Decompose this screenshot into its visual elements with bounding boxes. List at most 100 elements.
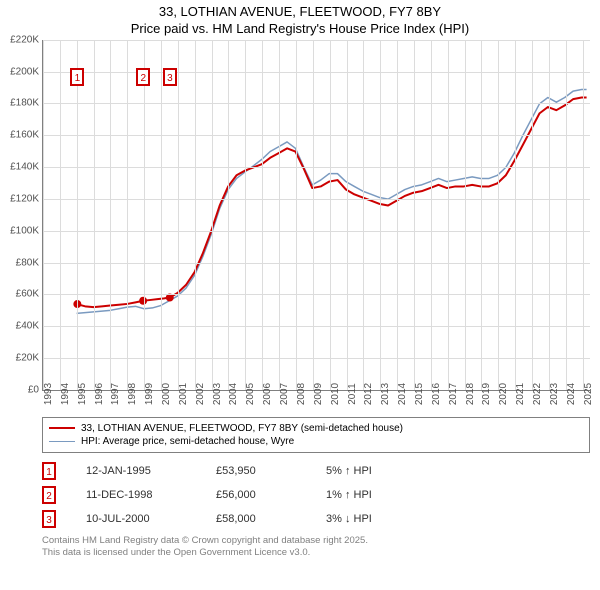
gridline-v: [498, 40, 499, 390]
xtick-label: 2011: [347, 383, 358, 405]
event-marker-box: 2: [136, 68, 150, 86]
xtick-label: 2022: [532, 383, 543, 405]
gridline-v: [127, 40, 128, 390]
gridline-v: [43, 40, 44, 390]
gridline-v: [566, 40, 567, 390]
xtick-label: 2013: [380, 383, 391, 405]
gridline-v: [347, 40, 348, 390]
ytick-label: £20K: [16, 352, 39, 363]
xtick-label: 2021: [515, 383, 526, 405]
gridline-v: [448, 40, 449, 390]
xtick-label: 1994: [60, 383, 71, 405]
xtick-label: 2018: [465, 383, 476, 405]
events-row: 3 10-JUL-2000£58,0003% ↓ HPI: [42, 507, 590, 531]
event-row-date: 11-DEC-1998: [86, 489, 216, 501]
gridline-v: [313, 40, 314, 390]
ytick-label: £60K: [16, 289, 39, 300]
gridline-v: [330, 40, 331, 390]
event-marker-box: 3: [163, 68, 177, 86]
event-row-price: £56,000: [216, 489, 326, 501]
xtick-label: 2009: [313, 383, 324, 405]
xtick-label: 2019: [481, 383, 492, 405]
gridline-v: [363, 40, 364, 390]
event-row-marker: 2: [42, 486, 56, 504]
ytick-label: £100K: [10, 225, 39, 236]
legend-row: HPI: Average price, semi-detached house,…: [49, 435, 583, 448]
ytick-label: £220K: [10, 34, 39, 45]
events-row: 112-JAN-1995£53,9505% ↑ HPI: [42, 459, 590, 483]
legend-label: 33, LOTHIAN AVENUE, FLEETWOOD, FY7 8BY (…: [81, 423, 403, 434]
ytick-label: £120K: [10, 193, 39, 204]
gridline-v: [178, 40, 179, 390]
ytick-label: £180K: [10, 98, 39, 109]
gridline-h: [43, 40, 590, 41]
event-row-marker: 3: [42, 510, 56, 528]
gridline-h: [43, 199, 590, 200]
gridline-v: [60, 40, 61, 390]
xtick-label: 2006: [262, 383, 273, 405]
gridline-v: [583, 40, 584, 390]
gridline-h: [43, 72, 590, 73]
gridline-v: [195, 40, 196, 390]
xtick-label: 1995: [77, 383, 88, 405]
footer-attribution: Contains HM Land Registry data © Crown c…: [42, 535, 590, 560]
xtick-label: 2025: [583, 383, 594, 405]
gridline-h: [43, 167, 590, 168]
events-table: 112-JAN-1995£53,9505% ↑ HPI211-DEC-1998£…: [42, 459, 590, 531]
gridline-h: [43, 263, 590, 264]
event-marker-box: 1: [70, 68, 84, 86]
gridline-v: [549, 40, 550, 390]
gridline-h: [43, 231, 590, 232]
gridline-v: [296, 40, 297, 390]
xtick-label: 2024: [566, 383, 577, 405]
event-row-marker: 1: [42, 462, 56, 480]
ytick-label: £140K: [10, 162, 39, 173]
xtick-label: 2002: [195, 383, 206, 405]
gridline-v: [431, 40, 432, 390]
plot-area: £0£20K£40K£60K£80K£100K£120K£140K£160K£1…: [42, 40, 590, 391]
event-row-date: 12-JAN-1995: [86, 465, 216, 477]
xtick-label: 2016: [431, 383, 442, 405]
xtick-label: 2023: [549, 383, 560, 405]
xtick-label: 2017: [448, 383, 459, 405]
gridline-h: [43, 358, 590, 359]
xtick-label: 2005: [245, 383, 256, 405]
gridline-v: [532, 40, 533, 390]
chart-lines-svg: [43, 40, 590, 390]
xtick-label: 2000: [161, 383, 172, 405]
gridline-v: [212, 40, 213, 390]
legend: 33, LOTHIAN AVENUE, FLEETWOOD, FY7 8BY (…: [42, 417, 590, 453]
gridline-v: [77, 40, 78, 390]
xtick-label: 2012: [363, 383, 374, 405]
xtick-label: 2010: [330, 383, 341, 405]
events-row: 2 11-DEC-1998£56,0001% ↑ HPI: [42, 483, 590, 507]
gridline-v: [161, 40, 162, 390]
ytick-label: £80K: [16, 257, 39, 268]
ytick-label: £0: [28, 384, 39, 395]
gridline-v: [397, 40, 398, 390]
gridline-h: [43, 326, 590, 327]
gridline-v: [228, 40, 229, 390]
gridline-h: [43, 135, 590, 136]
xtick-label: 2008: [296, 383, 307, 405]
event-row-price: £53,950: [216, 465, 326, 477]
footer-line-2: This data is licensed under the Open Gov…: [42, 547, 590, 559]
gridline-v: [465, 40, 466, 390]
xtick-label: 2020: [498, 383, 509, 405]
xtick-label: 2015: [414, 383, 425, 405]
event-row-price: £58,000: [216, 513, 326, 525]
xtick-label: 1997: [110, 383, 121, 405]
legend-swatch: [49, 427, 75, 429]
event-row-delta: 1% ↑ HPI: [326, 489, 426, 501]
gridline-v: [110, 40, 111, 390]
xtick-label: 1998: [127, 383, 138, 405]
event-row-date: 10-JUL-2000: [86, 513, 216, 525]
event-row-delta: 3% ↓ HPI: [326, 513, 426, 525]
xtick-label: 1996: [94, 383, 105, 405]
xtick-label: 2003: [212, 383, 223, 405]
gridline-v: [144, 40, 145, 390]
legend-label: HPI: Average price, semi-detached house,…: [81, 436, 294, 447]
xtick-label: 2007: [279, 383, 290, 405]
gridline-v: [481, 40, 482, 390]
xtick-label: 2004: [228, 383, 239, 405]
